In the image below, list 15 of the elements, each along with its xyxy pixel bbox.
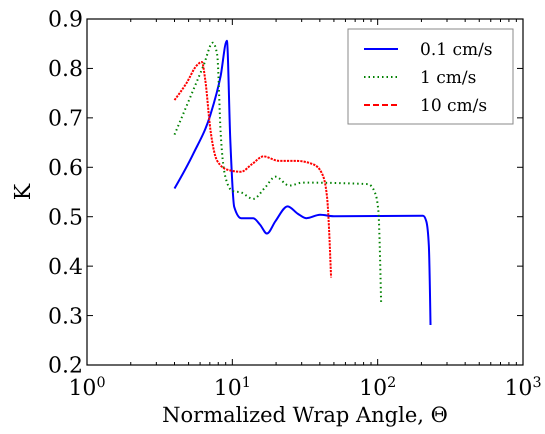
legend-label: 1 cm/s [420, 68, 476, 88]
y-tick-label: 0.4 [48, 254, 83, 280]
legend-label: 10 cm/s [420, 96, 488, 116]
x-tick-label: 10$^{3}$ [504, 375, 542, 401]
y-axis-title: K [11, 183, 36, 200]
y-tick-label: 0.8 [48, 57, 83, 82]
x-axis-title: Normalized Wrap Angle, Θ [162, 403, 448, 427]
x-tick-label: 10$^{1}$ [214, 375, 251, 401]
y-tick-label: 0.3 [48, 304, 83, 330]
x-tick-label: 10$^{2}$ [359, 375, 396, 401]
y-tick-label: 0.6 [48, 156, 83, 181]
y-tick-label: 0.5 [48, 205, 83, 230]
y-tick-label: 0.9 [48, 8, 83, 33]
y-tick-label: 0.7 [48, 106, 83, 132]
legend-label: 0.1 cm/s [420, 40, 493, 60]
